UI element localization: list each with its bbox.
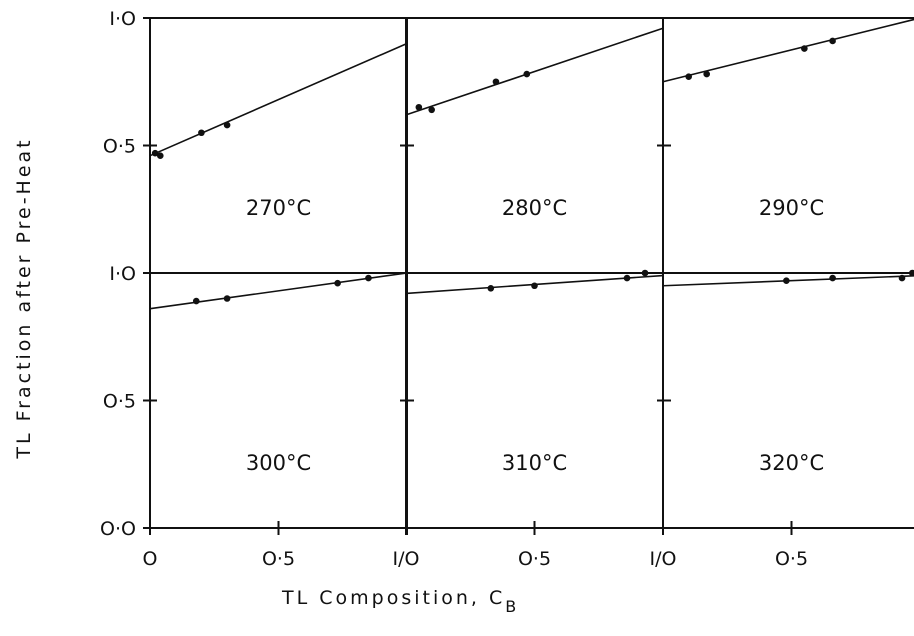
data-point bbox=[365, 274, 372, 282]
data-point bbox=[151, 149, 159, 157]
panel-labels: 270°C 280°C 290°C 300°C 310°C 320°C bbox=[246, 196, 824, 475]
y-tick-label: O·5 bbox=[103, 391, 136, 413]
data-point bbox=[523, 70, 531, 78]
data-point bbox=[223, 121, 231, 129]
data-points bbox=[151, 37, 914, 305]
y-axis-title: TL Fraction after Pre-Heat bbox=[13, 137, 35, 459]
x-axis-title: TL Composition, CB bbox=[281, 587, 519, 616]
data-point bbox=[898, 274, 906, 282]
x-tick-labels: O O·5 I/O O·5 I/O O·5 bbox=[143, 548, 809, 570]
x-tick-label: O·5 bbox=[775, 548, 808, 570]
data-point bbox=[641, 269, 649, 277]
x-tick-label: O·5 bbox=[262, 548, 295, 570]
x-tick-label: O bbox=[143, 548, 158, 570]
data-point bbox=[908, 269, 914, 277]
panel-frame bbox=[405, 17, 664, 274]
data-point bbox=[623, 274, 631, 282]
panel-label: 310°C bbox=[502, 451, 567, 475]
panel-label: 290°C bbox=[759, 196, 824, 220]
x-tick-label: I/O bbox=[393, 548, 420, 570]
panel-frame bbox=[662, 272, 914, 529]
data-point bbox=[703, 70, 710, 78]
fit-line bbox=[405, 27, 664, 116]
data-point bbox=[492, 78, 500, 86]
panel-label: 280°C bbox=[502, 196, 567, 220]
data-point bbox=[829, 37, 836, 45]
fit-line bbox=[149, 42, 408, 157]
x-tick-label: O·5 bbox=[518, 548, 551, 570]
panel-label: 300°C bbox=[246, 451, 311, 475]
data-point bbox=[685, 73, 692, 80]
data-point bbox=[829, 274, 836, 282]
data-point bbox=[192, 297, 200, 305]
y-tick-label: O·5 bbox=[103, 136, 136, 158]
data-point bbox=[415, 103, 423, 111]
data-point bbox=[334, 279, 341, 287]
y-tick-label: O·O bbox=[100, 518, 136, 540]
y-tick-label: I·O bbox=[109, 8, 136, 30]
fit-lines bbox=[149, 18, 914, 310]
fit-line bbox=[662, 18, 914, 83]
data-point bbox=[783, 277, 790, 284]
data-point bbox=[531, 282, 538, 290]
data-point bbox=[198, 129, 205, 137]
panel-label: 270°C bbox=[246, 196, 311, 220]
data-point bbox=[487, 285, 495, 292]
data-point bbox=[223, 295, 231, 302]
fit-line bbox=[662, 274, 914, 287]
fit-line bbox=[149, 272, 408, 310]
panel-frame bbox=[662, 17, 914, 274]
x-tick-label: I/O bbox=[650, 548, 677, 570]
data-point bbox=[156, 152, 164, 159]
data-point bbox=[801, 45, 808, 52]
data-point bbox=[428, 106, 436, 114]
panel-frame bbox=[405, 272, 664, 529]
panel-frame bbox=[149, 17, 408, 274]
panel-frame bbox=[149, 272, 408, 529]
panel-label: 320°C bbox=[759, 451, 824, 475]
y-tick-label: I·O bbox=[109, 263, 136, 285]
y-tick-labels: I·O O·5 I·O O·5 O·O bbox=[100, 8, 136, 540]
